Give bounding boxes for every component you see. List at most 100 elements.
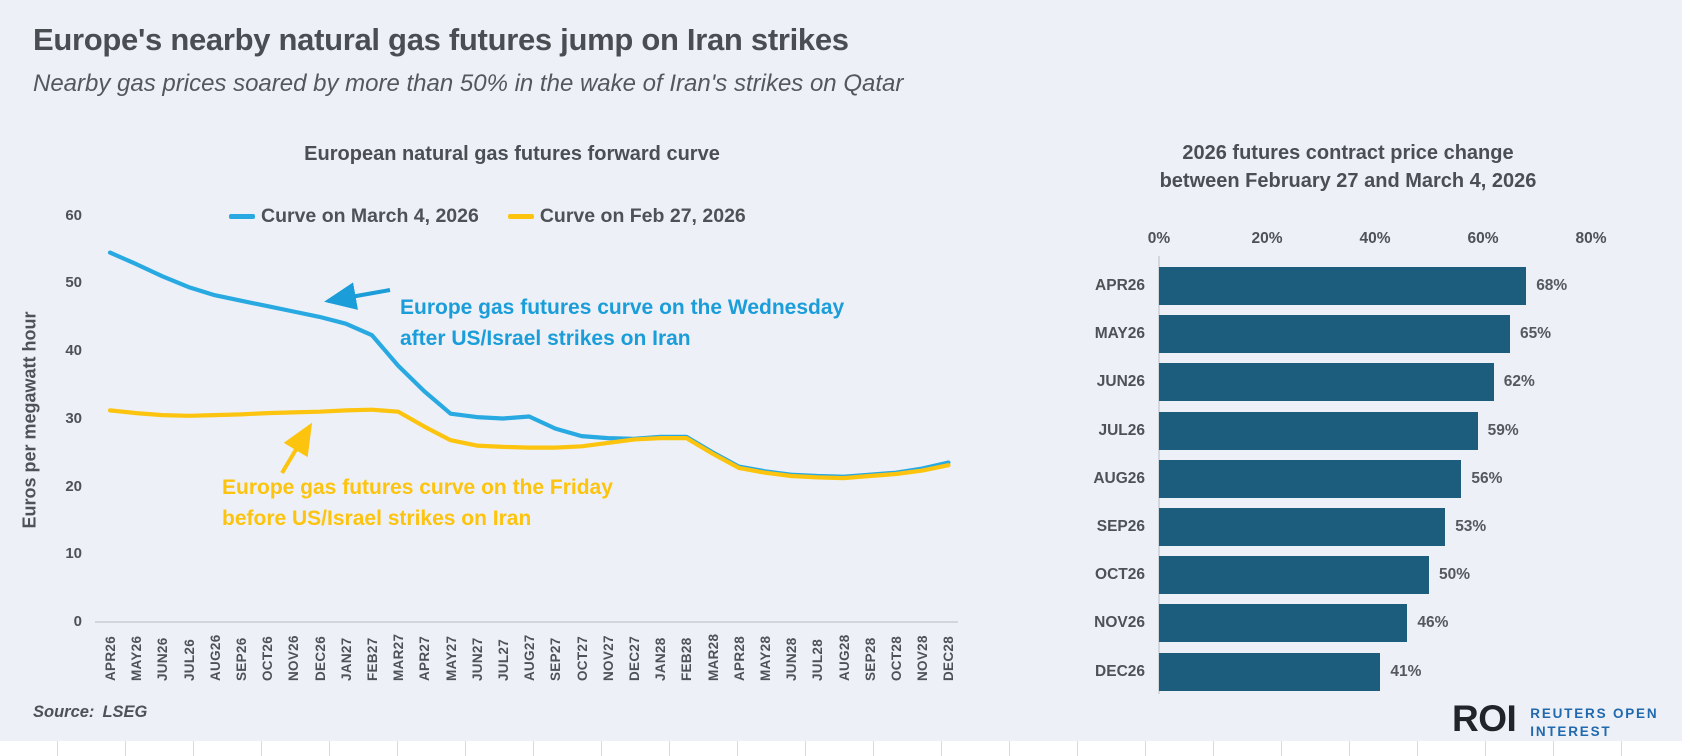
annotation-line: before US/Israel strikes on Iran bbox=[222, 507, 532, 530]
line-chart-title: European natural gas futures forward cur… bbox=[304, 143, 720, 165]
strip-tick bbox=[465, 741, 466, 756]
strip-tick bbox=[1213, 741, 1214, 756]
bar-category-label: NOV26 bbox=[1094, 614, 1145, 632]
strip-tick bbox=[941, 741, 942, 756]
bar-value-label: 68% bbox=[1536, 277, 1568, 294]
x-axis-label: MAR28 bbox=[705, 633, 721, 681]
bar-category-label: JUN26 bbox=[1096, 373, 1145, 391]
roi-logo-text: REUTERS OPEN INTEREST bbox=[1530, 705, 1658, 740]
roi-logo-line2: INTEREST bbox=[1530, 723, 1612, 739]
page-subtitle: Nearby gas prices soared by more than 50… bbox=[33, 70, 904, 97]
bar-chart-title-line2: between February 27 and March 4, 2026 bbox=[1159, 170, 1537, 192]
source-value: LSEG bbox=[102, 703, 148, 721]
x-axis-label: DEC27 bbox=[627, 635, 642, 681]
x-axis-label: SEP27 bbox=[548, 637, 564, 681]
bar-axis-tick-label: 20% bbox=[1251, 230, 1283, 247]
strip-tick bbox=[805, 741, 806, 756]
line-chart-legend: Curve on March 4, 2026 Curve on Feb 27, … bbox=[229, 205, 746, 228]
x-axis-label: NOV28 bbox=[915, 635, 931, 681]
x-axis-label: APR27 bbox=[417, 635, 433, 681]
x-axis-label: FEB28 bbox=[679, 637, 695, 681]
strip-tick bbox=[329, 741, 330, 756]
bar-category-label: OCT26 bbox=[1095, 566, 1145, 584]
annotation-before-strikes: Europe gas futures curve on the Friday b… bbox=[222, 472, 613, 534]
y-axis-title: Euros per megawatt hour bbox=[19, 311, 40, 529]
x-axis-label: AUG26 bbox=[207, 634, 223, 681]
bar-chart-axis-line bbox=[1158, 256, 1160, 694]
annotation-line: after US/Israel strikes on Iran bbox=[400, 327, 691, 350]
x-axis-label: OCT28 bbox=[889, 635, 904, 681]
yellow-annotation-arrow bbox=[280, 422, 313, 475]
x-axis-label: JUL28 bbox=[810, 638, 826, 681]
bar-category-label: JUL26 bbox=[1098, 421, 1145, 439]
legend-swatch-blue bbox=[229, 214, 255, 219]
strip-tick bbox=[1077, 741, 1078, 756]
x-axis-label: JUN26 bbox=[155, 637, 171, 681]
roi-logo: ROI REUTERS OPEN INTEREST bbox=[1452, 699, 1658, 740]
bar bbox=[1159, 604, 1407, 643]
y-axis-tick-label: 0 bbox=[73, 613, 82, 630]
bar-value-label: 41% bbox=[1390, 662, 1422, 680]
legend-label: Curve on Feb 27, 2026 bbox=[539, 205, 746, 227]
source-note: Source: LSEG bbox=[33, 703, 147, 722]
strip-tick bbox=[1145, 741, 1146, 756]
bar-category-label: AUG26 bbox=[1093, 469, 1145, 487]
bar-axis-tick-label: 80% bbox=[1575, 230, 1607, 247]
bar-axis-tick-label: 40% bbox=[1359, 230, 1391, 247]
legend-item-march4: Curve on March 4, 2026 bbox=[229, 205, 479, 228]
annotation-line: Europe gas futures curve on the Wednesda… bbox=[400, 296, 845, 319]
strip-tick bbox=[669, 741, 670, 756]
bar-axis-tick-label: 60% bbox=[1467, 230, 1499, 247]
y-axis-tick-label: 10 bbox=[65, 545, 82, 563]
strip-tick bbox=[1553, 741, 1554, 756]
bar-axis-tick-label: 0% bbox=[1147, 230, 1171, 247]
legend-item-feb27: Curve on Feb 27, 2026 bbox=[507, 205, 746, 228]
y-axis-tick-label: 20 bbox=[65, 477, 82, 495]
bar-value-label: 53% bbox=[1455, 518, 1487, 535]
annotation-after-strikes: Europe gas futures curve on the Wednesda… bbox=[400, 292, 844, 354]
x-axis-label: JAN28 bbox=[653, 637, 669, 681]
bar-value-label: 65% bbox=[1520, 325, 1552, 343]
x-axis-label: JUL27 bbox=[496, 638, 511, 681]
strip-tick bbox=[1009, 741, 1010, 756]
bar-chart-title: 2026 futures contract price change betwe… bbox=[1078, 139, 1618, 195]
bar-category-label: APR26 bbox=[1095, 277, 1145, 294]
x-axis-label: DEC28 bbox=[941, 635, 957, 681]
x-axis-label: AUG27 bbox=[522, 634, 538, 681]
y-axis-tick-label: 30 bbox=[65, 409, 82, 427]
x-axis-label: JUN27 bbox=[469, 637, 485, 681]
x-axis-label: MAR27 bbox=[391, 633, 407, 681]
roi-logo-mark: ROI bbox=[1452, 698, 1517, 739]
bar bbox=[1159, 556, 1429, 595]
roi-logo-line1: REUTERS OPEN bbox=[1530, 706, 1659, 721]
bar bbox=[1159, 363, 1494, 402]
bar-chart-title-line1: 2026 futures contract price change bbox=[1182, 142, 1514, 164]
bar-value-label: 59% bbox=[1487, 421, 1519, 439]
strip-tick bbox=[601, 741, 602, 756]
x-axis-label: JAN27 bbox=[338, 637, 354, 681]
strip-tick bbox=[533, 741, 534, 756]
strip-tick bbox=[397, 741, 398, 756]
strip-tick bbox=[1621, 741, 1622, 756]
x-axis-label: AUG28 bbox=[836, 634, 852, 681]
x-axis-label: MAY27 bbox=[443, 635, 459, 681]
curve-march4-line bbox=[107, 250, 951, 479]
bar-value-label: 56% bbox=[1471, 469, 1503, 487]
page-title: Europe's nearby natural gas futures jump… bbox=[33, 22, 849, 57]
x-axis-label: SEP26 bbox=[234, 637, 249, 681]
bar-category-label: MAY26 bbox=[1094, 325, 1145, 343]
strip-tick bbox=[57, 741, 58, 756]
bar bbox=[1159, 267, 1526, 305]
x-axis-label: OCT27 bbox=[574, 635, 590, 681]
strip-tick bbox=[873, 741, 874, 756]
bar bbox=[1159, 508, 1445, 546]
strip-tick bbox=[1417, 741, 1418, 756]
x-axis-label: MAY28 bbox=[758, 635, 773, 681]
x-axis-label: MAY26 bbox=[129, 635, 145, 681]
bar bbox=[1159, 459, 1461, 498]
bar-category-label: SEP26 bbox=[1096, 518, 1145, 535]
y-axis-tick-label: 50 bbox=[65, 274, 82, 292]
curve-feb27-line bbox=[107, 407, 951, 481]
film-strip bbox=[0, 741, 1682, 756]
bar-value-label: 62% bbox=[1503, 373, 1535, 391]
